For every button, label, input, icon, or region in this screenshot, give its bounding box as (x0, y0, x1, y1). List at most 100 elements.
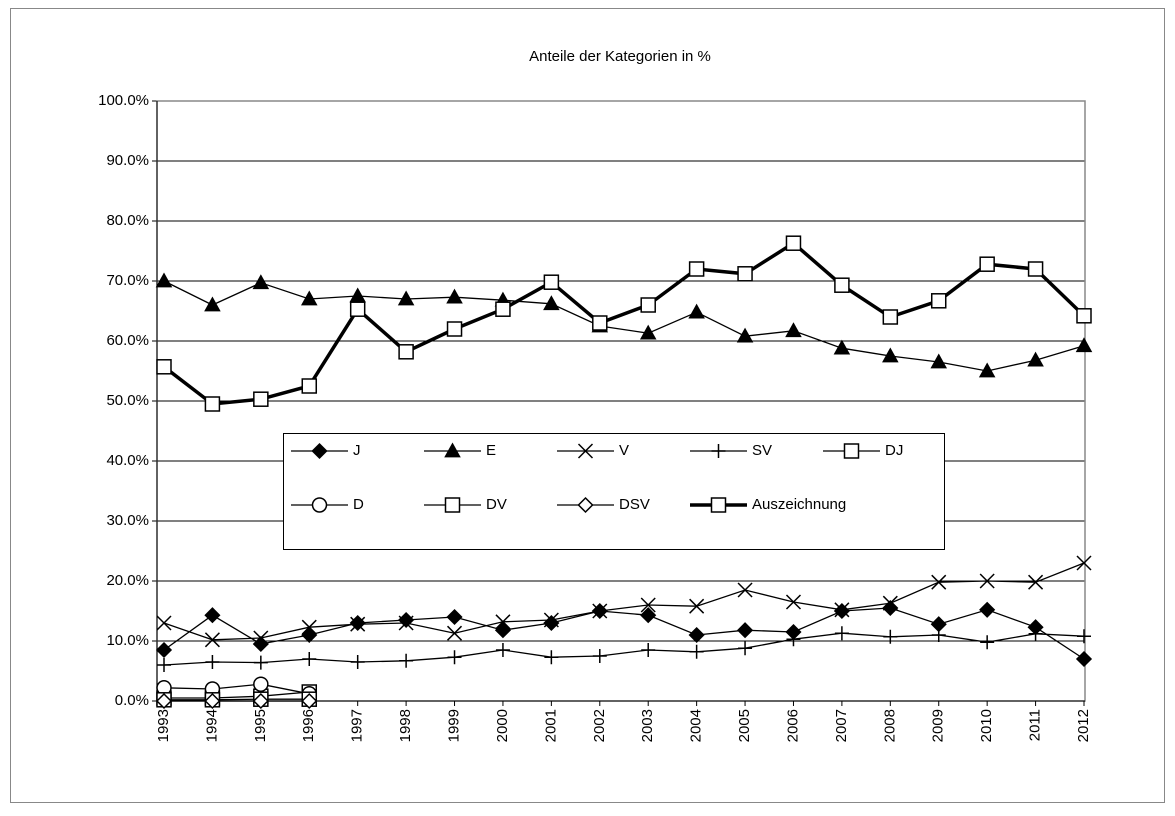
y-tick-label: 20.0% (106, 572, 149, 589)
marker (640, 297, 656, 313)
marker (444, 497, 461, 513)
marker (494, 622, 512, 639)
marker (157, 658, 171, 672)
legend-label: D (353, 496, 364, 513)
marker (882, 599, 899, 617)
marker (688, 303, 705, 319)
legend-label: DV (486, 496, 507, 513)
legend-label: J (353, 442, 361, 459)
marker (205, 655, 220, 669)
x-tick-label: 2006 (784, 709, 801, 742)
marker (736, 327, 754, 343)
x-tick-label: 2005 (736, 709, 753, 742)
marker (736, 622, 754, 639)
series-line (164, 698, 310, 701)
marker (592, 649, 607, 663)
marker (592, 315, 608, 331)
marker (785, 322, 802, 338)
x-tick-label: 2001 (542, 709, 559, 742)
marker (398, 615, 414, 631)
series-line (163, 280, 1085, 372)
marker (592, 603, 608, 619)
marker (980, 635, 995, 650)
marker (577, 443, 594, 459)
marker (399, 653, 414, 668)
x-tick-label: 1993 (155, 709, 172, 742)
marker (495, 643, 510, 657)
x-tick-label: 2004 (688, 709, 705, 742)
marker (1076, 555, 1092, 571)
legend: J E V SV DJ D DV DSV Auszeichnung (283, 433, 945, 550)
marker (785, 235, 802, 251)
y-tick-label: 100.0% (98, 92, 149, 109)
marker (979, 601, 996, 618)
marker (446, 288, 463, 304)
marker (711, 444, 726, 458)
marker (253, 655, 268, 670)
x-tick-label: 2009 (930, 709, 947, 742)
marker (204, 396, 221, 412)
marker (204, 632, 220, 648)
x-tick-label: 2010 (978, 709, 995, 742)
marker (495, 301, 511, 317)
marker (252, 274, 270, 290)
marker (543, 274, 560, 290)
marker (444, 442, 461, 458)
marker (639, 324, 657, 340)
marker (1027, 261, 1044, 277)
marker (1076, 308, 1092, 324)
marker (689, 644, 704, 659)
marker (1075, 337, 1093, 353)
marker (446, 321, 463, 337)
marker (204, 692, 221, 710)
marker (689, 598, 705, 614)
legend-box (283, 433, 945, 550)
x-tick-label: 2002 (591, 709, 608, 742)
marker (931, 628, 946, 642)
x-tick-label: 1997 (349, 709, 366, 742)
marker (350, 616, 366, 632)
series-line (163, 632, 1085, 666)
marker (978, 362, 996, 378)
x-tick-label: 2008 (881, 709, 898, 742)
marker (543, 612, 559, 628)
marker (930, 353, 948, 369)
marker (253, 630, 269, 646)
marker (446, 625, 463, 641)
x-tick-label: 1995 (252, 709, 269, 742)
marker (253, 391, 269, 407)
y-tick-label: 40.0% (106, 452, 149, 469)
y-tick-label: 60.0% (106, 332, 149, 349)
marker (1028, 626, 1043, 641)
y-tick-label: 80.0% (106, 212, 149, 229)
x-tick-label: 1999 (445, 709, 462, 742)
y-tick-label: 50.0% (106, 392, 149, 409)
marker (737, 266, 753, 282)
series-line (162, 241, 1086, 406)
legend-label: Auszeichnung (752, 496, 846, 513)
legend-label: DJ (885, 442, 903, 459)
marker (1075, 650, 1093, 668)
marker (301, 619, 317, 635)
marker (785, 594, 802, 610)
marker (641, 643, 656, 657)
marker (834, 626, 849, 641)
legend-label: SV (752, 442, 772, 459)
marker (834, 602, 850, 618)
marker (155, 692, 173, 710)
marker (349, 614, 366, 632)
y-tick-label: 30.0% (106, 512, 149, 529)
marker (577, 496, 594, 514)
marker (737, 582, 753, 598)
marker (398, 344, 414, 360)
series-line (163, 683, 310, 695)
marker (544, 650, 559, 665)
marker (311, 497, 328, 513)
marker (301, 692, 318, 710)
x-tick-label: 2003 (639, 709, 656, 742)
marker (1027, 351, 1044, 367)
marker (301, 378, 318, 394)
marker (882, 309, 899, 325)
marker (843, 443, 860, 459)
marker (640, 597, 656, 613)
